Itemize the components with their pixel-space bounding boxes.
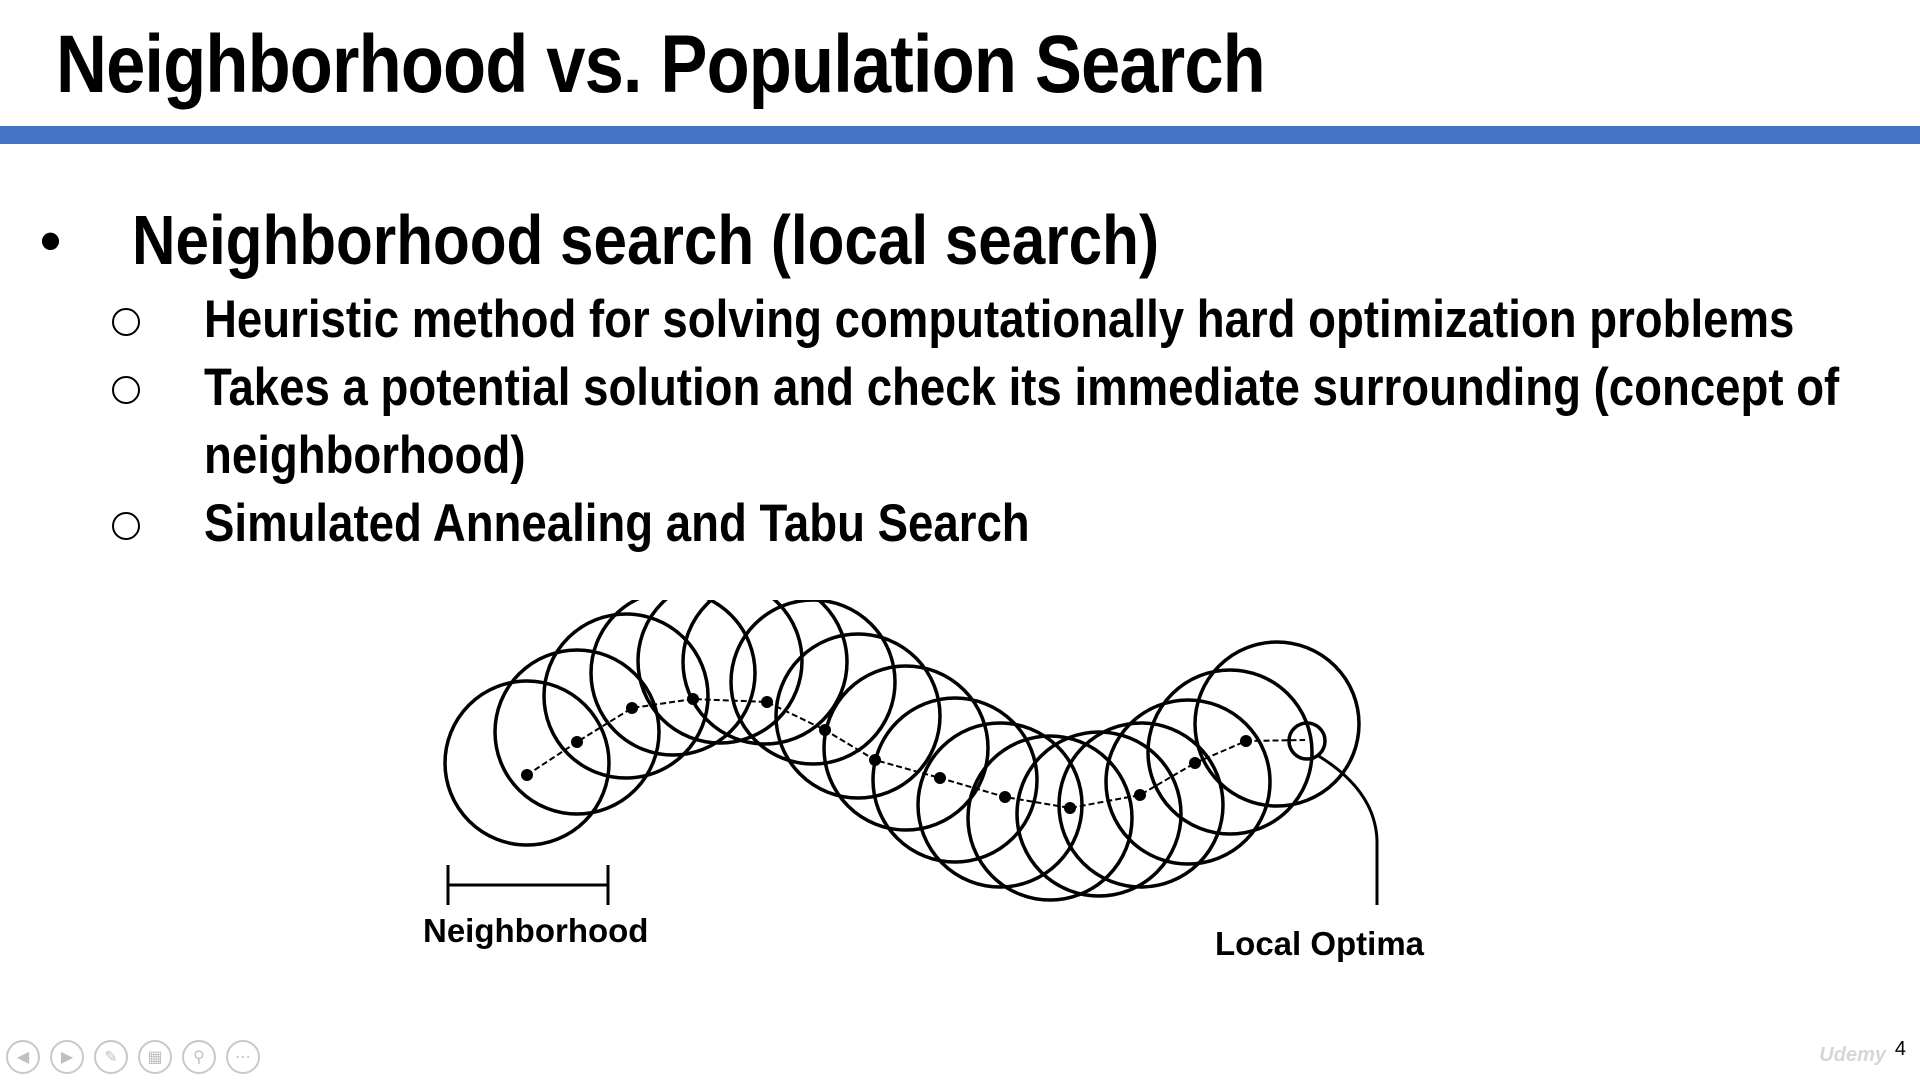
slide-number: 4 xyxy=(1894,1038,1906,1060)
search-point xyxy=(934,772,946,784)
presentation-toolbar: ◀ ▶ ✎ ▦ ⚲ ⋯ xyxy=(6,1040,260,1074)
search-point xyxy=(761,696,773,708)
search-path-line xyxy=(526,697,1306,810)
neighborhood-circle xyxy=(493,648,661,816)
search-point xyxy=(819,724,831,736)
neighborhood-search-diagram: Neighborhood Local Optima xyxy=(423,600,1425,962)
neighborhood-label: Neighborhood xyxy=(423,912,648,949)
slides-icon[interactable]: ▦ xyxy=(138,1040,172,1074)
local-optima-pointer xyxy=(1316,753,1379,905)
search-point xyxy=(869,754,881,766)
neighborhood-circle xyxy=(542,612,710,780)
search-point xyxy=(521,769,533,781)
search-point xyxy=(1134,789,1146,801)
neighborhood-bracket xyxy=(446,865,610,905)
neighborhood-circle xyxy=(871,696,1039,864)
search-path xyxy=(521,693,1306,814)
local-optima-label: Local Optima xyxy=(1215,925,1425,962)
more-icon[interactable]: ⋯ xyxy=(226,1040,260,1074)
neighborhood-circle xyxy=(681,600,849,746)
neighborhood-circle xyxy=(822,664,990,832)
neighborhood-circles xyxy=(443,600,1361,902)
search-point xyxy=(1240,735,1252,747)
search-point xyxy=(999,791,1011,803)
neighborhood-circle xyxy=(443,679,611,847)
neighborhood-circle xyxy=(636,600,804,745)
neighborhood-circle xyxy=(1146,668,1314,836)
slide-title: Neighborhood vs. Population Search xyxy=(56,19,1266,110)
search-point xyxy=(571,736,583,748)
search-point xyxy=(1064,802,1076,814)
sub-bullet-text: Heuristic method for solving computation… xyxy=(204,290,1795,349)
previous-icon[interactable]: ◀ xyxy=(6,1040,40,1074)
sub-bullet-text: Takes a potential solution and check its… xyxy=(204,358,1840,417)
udemy-watermark: Udemy xyxy=(1819,1044,1886,1066)
next-icon[interactable]: ▶ xyxy=(50,1040,84,1074)
search-point xyxy=(1189,757,1201,769)
bullet-dot-icon: • xyxy=(40,207,62,274)
search-point xyxy=(626,702,638,714)
neighborhood-circle xyxy=(1193,640,1361,808)
neighborhood-circle xyxy=(1057,721,1225,889)
hollow-bullet-icon xyxy=(112,308,140,336)
bullet-main-text: Neighborhood search (local search) xyxy=(132,201,1159,279)
sub-bullet-text: neighborhood) xyxy=(204,426,526,485)
neighborhood-circle xyxy=(774,632,942,800)
small-optimum-circle xyxy=(1287,721,1327,761)
pen-icon[interactable]: ✎ xyxy=(94,1040,128,1074)
neighborhood-circle xyxy=(1104,698,1272,866)
neighborhood-circle xyxy=(729,600,897,766)
hollow-bullet-icon xyxy=(112,512,140,540)
sub-bullet-text: Simulated Annealing and Tabu Search xyxy=(204,494,1030,553)
zoom-icon[interactable]: ⚲ xyxy=(182,1040,216,1074)
neighborhood-circle xyxy=(1015,730,1183,898)
hollow-bullet-icon xyxy=(112,376,140,404)
title-rule xyxy=(0,126,1920,144)
neighborhood-circle xyxy=(589,600,757,757)
search-point xyxy=(687,693,699,705)
neighborhood-circle xyxy=(966,734,1134,902)
